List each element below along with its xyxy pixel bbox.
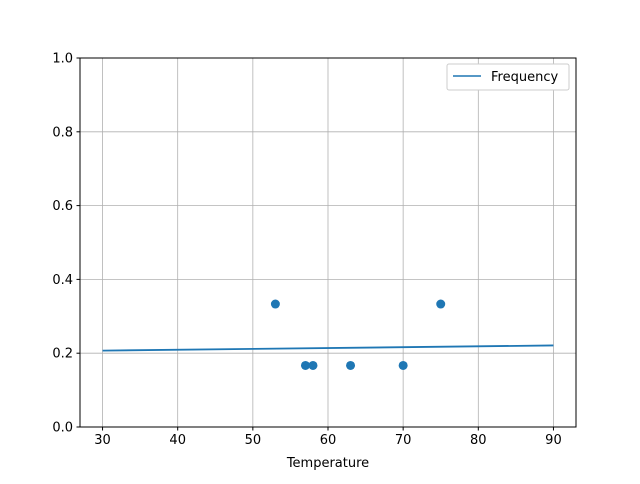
y-tick-label: 0.4 — [52, 273, 73, 288]
y-tick-label: 0.2 — [52, 347, 73, 362]
line-series — [102, 344, 554, 352]
scatter-point — [300, 360, 310, 370]
y-tick-label: 0.0 — [52, 421, 73, 436]
legend: Frequency — [446, 63, 570, 91]
x-axis-label: Temperature — [286, 456, 369, 471]
y-tick-label: 0.6 — [52, 199, 73, 214]
grid — [80, 57, 576, 428]
y-axis: 0.0 0.2 0.4 0.6 0.8 1.0 — [52, 52, 80, 436]
x-tick-label: 70 — [395, 433, 412, 448]
x-tick-label: 80 — [470, 433, 487, 448]
x-tick-label: 30 — [94, 433, 111, 448]
scatter-point — [346, 360, 356, 370]
scatter-point — [436, 299, 446, 309]
x-tick-label: 50 — [245, 433, 262, 448]
x-axis: 30 40 50 60 70 80 90 — [94, 427, 562, 448]
y-tick-label: 0.8 — [52, 125, 73, 140]
y-tick-label: 1.0 — [52, 52, 73, 67]
legend-box — [446, 63, 570, 91]
scatter-point — [270, 299, 280, 309]
scatter-point — [398, 360, 408, 370]
x-tick-label: 40 — [169, 433, 186, 448]
legend-label: Frequency — [491, 70, 558, 85]
x-tick-label: 60 — [320, 433, 337, 448]
scatter-point — [308, 360, 318, 370]
scatter-points — [270, 299, 446, 370]
x-tick-label: 90 — [545, 433, 562, 448]
frequency-line — [102, 344, 554, 352]
